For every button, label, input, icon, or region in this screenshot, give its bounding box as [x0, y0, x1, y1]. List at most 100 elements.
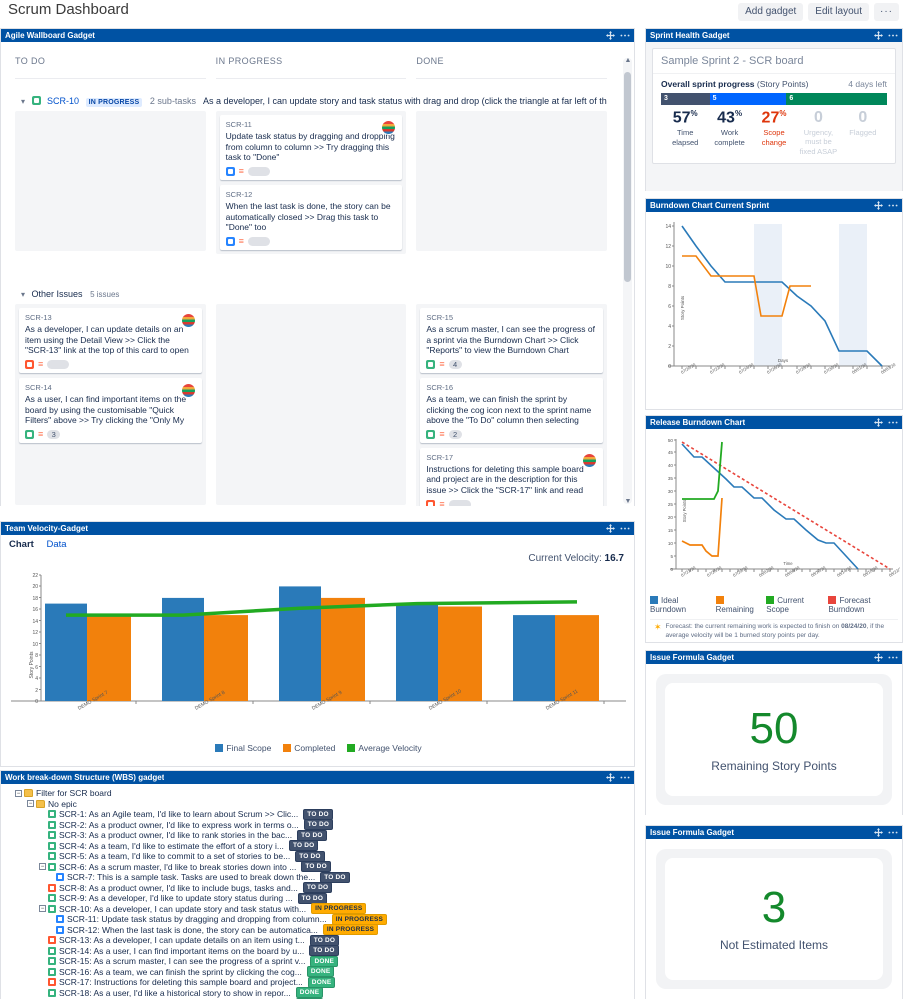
status-badge: DONE — [306, 966, 335, 978]
tree-row-scr-6[interactable]: − SCR-6: As a scrum master, I'd like to b… — [1, 861, 634, 873]
tree-root-label: Filter for SCR board — [36, 788, 112, 799]
move-icon[interactable] — [874, 653, 883, 662]
tree-row-scr-17[interactable]: SCR-17: Instructions for deleting this s… — [1, 976, 634, 988]
gadget-menu-icon[interactable] — [620, 773, 630, 782]
lane-todo[interactable] — [15, 111, 206, 251]
move-icon[interactable] — [606, 524, 615, 533]
gadget-menu-icon[interactable] — [888, 201, 898, 210]
tree-row-scr-11[interactable]: SCR-11: Update task status by dragging a… — [1, 913, 634, 925]
scroll-down-icon[interactable]: ▼ — [624, 498, 632, 505]
status-badge: TO DO — [320, 871, 350, 883]
swimlane-header[interactable]: ▾ Other Issues 5 issues — [15, 285, 607, 304]
tree-row-label: SCR-11: Update task status by dragging a… — [67, 914, 327, 925]
card-key[interactable]: SCR-17 — [426, 452, 454, 462]
add-gadget-button[interactable]: Add gadget — [738, 3, 804, 21]
collapse-icon[interactable]: − — [39, 905, 46, 913]
card-key[interactable]: SCR-12 — [225, 189, 253, 199]
tree-row-scr-16[interactable]: SCR-16: As a team, we can finish the spr… — [1, 966, 634, 978]
column-done: DONE — [416, 56, 608, 79]
progress-header: Overall sprint progress (Story Points) 4… — [661, 79, 887, 89]
card-scr-16[interactable]: SCR-16 As a team, we can finish the spri… — [420, 377, 604, 443]
card-key[interactable]: SCR-11 — [225, 120, 252, 129]
priority-icon: ≡ — [38, 358, 44, 369]
estimate-pill — [247, 236, 270, 246]
progress-unit: (Story Points) — [756, 79, 809, 89]
card-scr-14[interactable]: SCR-14 As a user, I can find important i… — [19, 377, 202, 443]
card-scr-12[interactable]: SCR-12 When the last task is done, the s… — [219, 184, 403, 250]
status-badge: DONE — [295, 997, 324, 999]
card-scr-15[interactable]: SCR-15 As a scrum master, I can see the … — [420, 308, 604, 373]
collapse-icon[interactable]: − — [15, 789, 22, 797]
svg-text:07/30/20: 07/30/20 — [823, 362, 840, 375]
swimlane-subtask-count: 2 sub-tasks — [149, 96, 196, 106]
tree-row-scr-1[interactable]: SCR-1: As an Agile team, I'd like to lea… — [1, 808, 634, 820]
lane-done[interactable]: SCR-15 As a scrum master, I can see the … — [416, 304, 608, 506]
scroll-up-icon[interactable]: ▲ — [624, 57, 632, 64]
card-scr-17[interactable]: SCR-17 Instructions for deleting this sa… — [420, 447, 604, 506]
swimlane-issue-count: 5 issues — [90, 290, 120, 299]
gadget-header-icons — [606, 31, 630, 40]
move-icon[interactable] — [606, 31, 615, 40]
card-scr-13[interactable]: SCR-13 As a developer, I can update deta… — [19, 308, 202, 373]
tree-row-scr-7[interactable]: SCR-7: This is a sample task. Tasks are … — [1, 871, 634, 883]
card-scr-11[interactable]: SCR-11 Update task status by dragging an… — [219, 115, 403, 180]
tree-row-scr-4[interactable]: SCR-4: As a team, I'd like to estimate t… — [1, 840, 634, 852]
stat-label: Time elapsed — [672, 128, 699, 147]
tree-row-scr-5[interactable]: SCR-5: As a team, I'd like to commit to … — [1, 850, 634, 862]
lane-done[interactable] — [416, 111, 608, 251]
tree-row-scr-13[interactable]: SCR-13: As a developer, I can update det… — [1, 934, 634, 946]
tree-row-root[interactable]: − Filter for SCR board — [1, 788, 634, 799]
tree-row-scr-18[interactable]: SCR-18: As a user, I'd like a historical… — [1, 987, 634, 999]
formula-body: 3 Not Estimated Items — [646, 839, 902, 999]
chevron-down-icon[interactable]: ▾ — [21, 97, 26, 106]
swimlane-issue-key[interactable]: SCR-10 — [47, 96, 80, 106]
svg-text:30: 30 — [668, 489, 674, 494]
tree-row-label: SCR-1: As an Agile team, I'd like to lea… — [59, 809, 299, 820]
collapse-icon[interactable]: − — [39, 863, 46, 871]
gadget-header: Release Burndown Chart — [646, 416, 902, 429]
tree-row-scr-3[interactable]: SCR-3: As a product owner, I'd like to r… — [1, 829, 634, 841]
collapse-icon[interactable]: − — [27, 800, 34, 808]
tree-epic-label: No epic — [48, 798, 77, 809]
card-key[interactable]: SCR-13 — [25, 313, 52, 322]
estimate-pill: 2 — [448, 429, 462, 439]
tree-row-scr-15[interactable]: SCR-15: As a scrum master, I can see the… — [1, 955, 634, 967]
tree-row-epic[interactable]: − No epic — [1, 799, 634, 810]
tab-data[interactable]: Data — [46, 539, 67, 550]
tab-chart[interactable]: Chart — [9, 539, 34, 550]
story-icon — [48, 831, 56, 840]
card-key[interactable]: SCR-14 — [25, 382, 52, 392]
tree-row-scr-10[interactable]: − SCR-10: As a developer, I can update st… — [1, 903, 634, 915]
gadget-menu-icon[interactable] — [888, 31, 898, 40]
move-icon[interactable] — [874, 828, 883, 837]
chevron-down-icon[interactable]: ▾ — [21, 290, 26, 299]
wallboard-scrollbar[interactable]: ▲ ▼ — [623, 57, 632, 505]
tree-row-scr-8[interactable]: SCR-8: As a product owner, I'd like to i… — [1, 882, 634, 894]
move-icon[interactable] — [874, 418, 883, 427]
lane-todo[interactable]: SCR-13 As a developer, I can update deta… — [15, 304, 206, 505]
card-key[interactable]: SCR-15 — [426, 313, 454, 322]
lane-inprogress[interactable] — [215, 304, 407, 505]
gadget-menu-icon[interactable] — [620, 524, 630, 533]
edit-layout-button[interactable]: Edit layout — [808, 3, 869, 21]
tree-row-scr-2[interactable]: SCR-2: As a product owner, I'd like to e… — [1, 819, 634, 831]
move-icon[interactable] — [606, 773, 615, 782]
gadget-menu-icon[interactable] — [888, 828, 898, 837]
gadget-menu-icon[interactable] — [888, 653, 898, 662]
lane-inprogress[interactable]: SCR-11 Update task status by dragging an… — [215, 111, 407, 254]
story-icon — [426, 429, 436, 439]
move-icon[interactable] — [874, 31, 883, 40]
gadget-menu-icon[interactable] — [888, 418, 898, 427]
formula-value: 50 — [749, 703, 799, 753]
sprint-name: Sample Sprint 2 — [661, 55, 740, 67]
status-badge: TO DO — [295, 850, 325, 862]
tree-row-scr-12[interactable]: SCR-12: When the last task is done, the … — [1, 924, 634, 936]
more-actions-button[interactable]: ··· — [874, 3, 899, 21]
swimlane-header[interactable]: ▾ SCR-10 IN PROGRESS 2 sub-tasks As a de… — [15, 92, 607, 111]
gadget-menu-icon[interactable] — [620, 31, 630, 40]
gadget-header: Work break-down Structure (WBS) gadget — [1, 771, 634, 784]
card-key[interactable]: SCR-16 — [426, 382, 454, 392]
tree-row-scr-9[interactable]: SCR-9: As a developer, I'd like to updat… — [1, 892, 634, 904]
move-icon[interactable] — [874, 201, 883, 210]
tree-row-scr-14[interactable]: SCR-14: As a user, I can find important … — [1, 945, 634, 957]
